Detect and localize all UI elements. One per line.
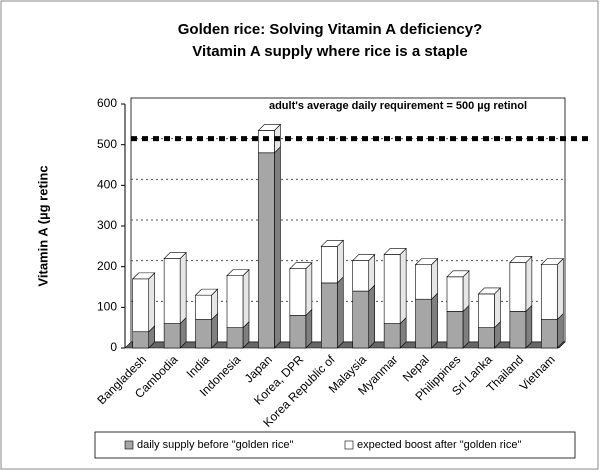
bar-side (525, 304, 533, 349)
bar-segment (289, 315, 307, 349)
bar-segment (540, 264, 558, 320)
y-tick-label: 600 (97, 96, 117, 110)
bar-top (320, 240, 345, 247)
bar-side (462, 270, 470, 313)
bar-segment (383, 323, 401, 349)
bar-top (351, 254, 376, 261)
bar-segment (258, 130, 275, 154)
legend-box (94, 431, 576, 459)
reference-label: adult's average daily requirement = 500 … (269, 100, 527, 112)
bar-side (148, 272, 156, 333)
bar-top (509, 256, 533, 263)
bar-segment (320, 246, 338, 284)
bar-top (163, 252, 187, 259)
bar-side (274, 146, 281, 349)
bar-segment (415, 264, 432, 300)
bar-segment (195, 294, 212, 320)
bar-top (477, 287, 502, 295)
bar-segment (132, 278, 150, 333)
bar-top (446, 270, 470, 278)
bar-side (399, 247, 407, 325)
legend-label: expected boost after "golden rice" (357, 439, 521, 451)
bar-side (431, 257, 438, 300)
bar-segment (509, 311, 527, 349)
y-axis-label: Vitamin A (µg retinc (35, 165, 50, 286)
bar-side (305, 308, 313, 349)
bar-segment (478, 293, 495, 328)
bar-side (179, 251, 187, 325)
bar-segment (540, 319, 558, 349)
legend-label: daily supply before "golden rice" (137, 439, 293, 451)
bar-side (525, 255, 533, 313)
y-tick-label: 300 (97, 218, 117, 232)
bar-side (336, 239, 344, 284)
bar-side (556, 257, 564, 321)
bar-segment (446, 311, 464, 349)
bar-side (431, 292, 438, 349)
y-tick-label: 0 (110, 340, 117, 354)
bar-side (494, 287, 501, 329)
bar-segment (509, 262, 527, 312)
bar-side (305, 261, 313, 317)
bar-segment (383, 254, 401, 324)
bar-side (242, 268, 250, 329)
bar-top (194, 288, 219, 296)
bar-segment (163, 323, 181, 349)
bar-segment (132, 331, 150, 349)
bar-top (289, 262, 313, 270)
bar-top (131, 272, 156, 280)
bar-side (368, 284, 376, 349)
bar-segment (415, 298, 432, 349)
bar-segment (320, 282, 338, 349)
bar-segment (352, 260, 370, 292)
bar-side (336, 276, 344, 349)
bar-segment (446, 276, 464, 312)
chart-subtitle: Vitamin A supply where rice is a staple (192, 43, 467, 60)
bar-top (383, 248, 407, 255)
bar-segment (478, 327, 495, 349)
bar-top (414, 258, 439, 265)
bar-top (540, 258, 565, 265)
y-tick-label: 200 (97, 259, 117, 273)
bar-top (226, 269, 250, 276)
bar-segment (258, 152, 275, 349)
bar-segment (289, 268, 307, 316)
y-tick-label: 100 (97, 300, 117, 314)
bar-top (257, 124, 282, 131)
bar-side (462, 304, 470, 349)
bar-segment (163, 258, 181, 324)
bar-segment (195, 319, 212, 349)
chart-title: Golden rice: Solving Vitamin A deficienc… (178, 21, 483, 38)
y-tick-label: 400 (97, 178, 117, 192)
bar-segment (226, 275, 244, 328)
legend-swatch (344, 440, 354, 450)
legend-swatch (124, 440, 134, 450)
bar-segment (226, 327, 244, 349)
bar-segment (352, 290, 370, 349)
y-tick-label: 500 (97, 137, 117, 151)
